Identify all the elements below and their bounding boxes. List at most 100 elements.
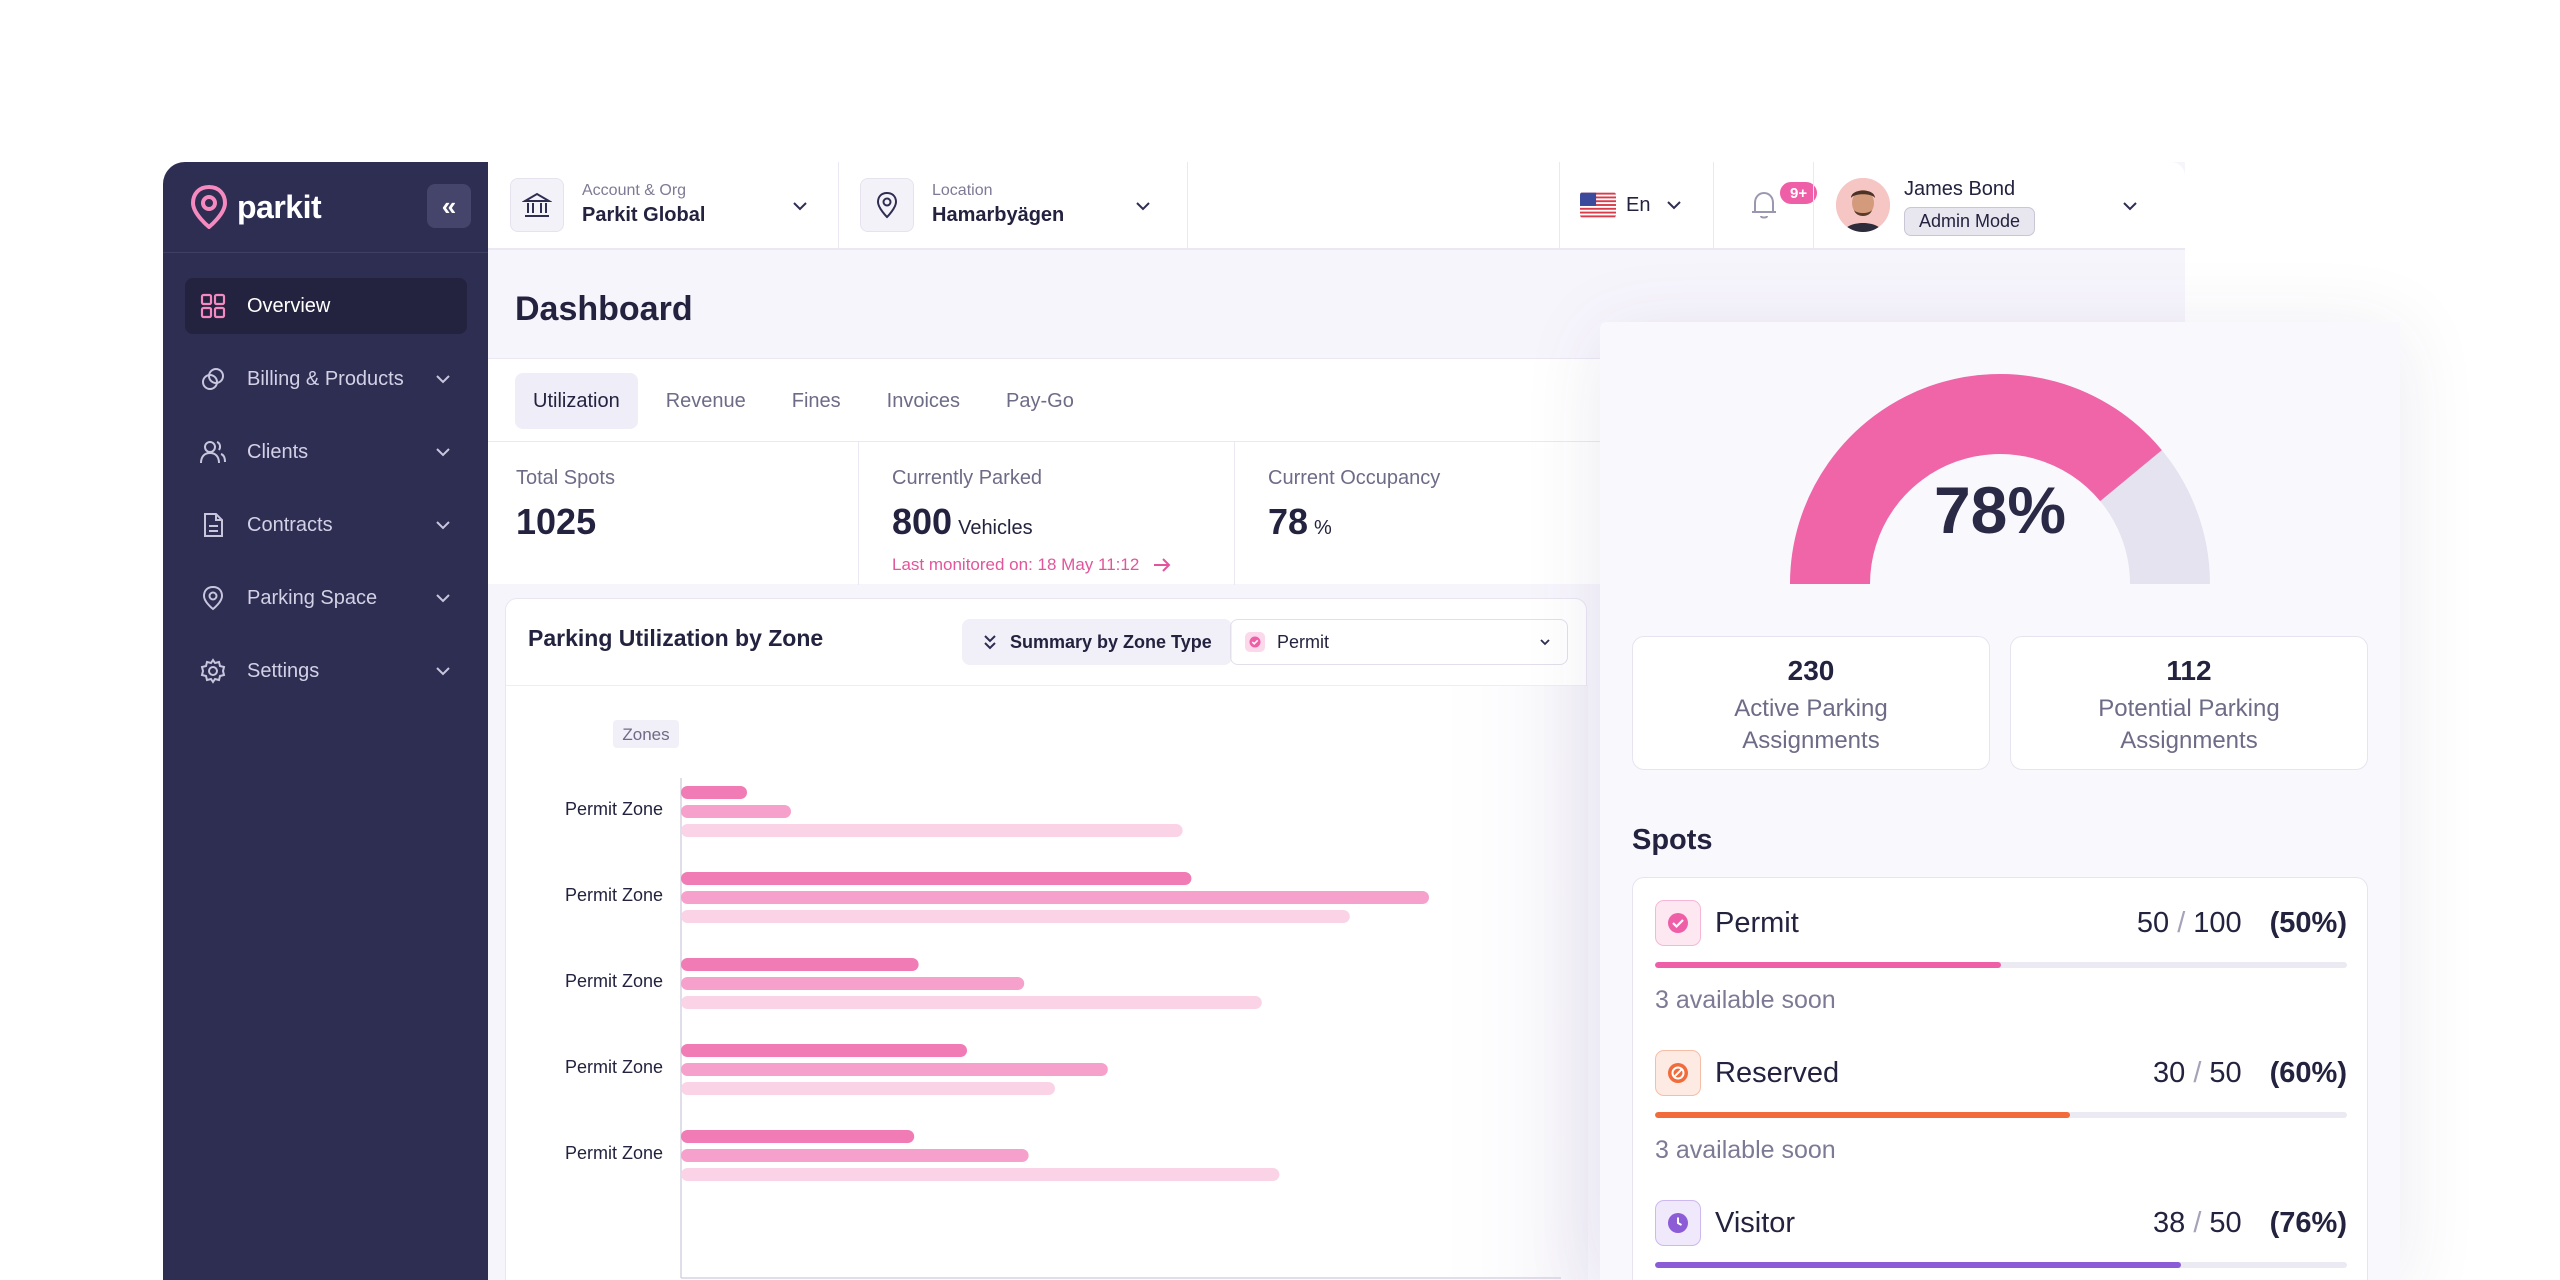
coins-icon <box>199 365 227 393</box>
zone-type-value: Permit <box>1277 631 1330 652</box>
bar[interactable] <box>681 1044 967 1057</box>
stats-card: Utilization Revenue Fines Invoices Pay-G… <box>488 358 1608 585</box>
bar[interactable] <box>681 1063 1108 1076</box>
last-monitored-link[interactable]: Last monitored on: 18 May 11:12 <box>892 555 1171 575</box>
assignment-label: Potential Parking Assignments <box>2098 695 2280 754</box>
brand-name: parkit <box>237 188 322 225</box>
occupancy-overview-panel: 78% 230 Active Parking Assignments 112 P… <box>1600 322 2400 1280</box>
bar[interactable] <box>681 996 1262 1009</box>
notifications-button[interactable] <box>1738 162 1790 248</box>
chevron-down-icon[interactable] <box>2120 196 2140 216</box>
us-flag-icon <box>1580 192 1616 218</box>
spots-title: Spots <box>1632 824 1713 856</box>
bar[interactable] <box>681 891 1429 904</box>
user-menu[interactable]: James Bond Admin Mode <box>1836 162 2036 248</box>
bar[interactable] <box>681 910 1350 923</box>
bar[interactable] <box>681 1130 915 1143</box>
language-selector[interactable]: En <box>1580 162 1684 248</box>
spot-row-permit: Permit 50/100 (50%) 3 available soon <box>1655 898 2347 1015</box>
bank-icon <box>510 178 564 232</box>
tab-invoices[interactable]: Invoices <box>886 389 961 412</box>
category-tick-label: Permit Zone <box>565 799 663 819</box>
potential-parking-assignments-card: 112 Potential Parking Assignments <box>2010 636 2368 770</box>
tab-utilization[interactable]: Utilization <box>515 373 638 429</box>
location-label: Location <box>932 182 993 199</box>
utilization-chart-card: Parking Utilization by Zone Summary by Z… <box>505 598 1588 1280</box>
sidebar-nav: Overview Billing & Products Clients <box>185 278 467 716</box>
bar[interactable] <box>681 1168 1280 1181</box>
grid-icon <box>199 292 227 320</box>
spot-percent: (76%) <box>2269 1206 2347 1239</box>
gauge-fill <box>1790 374 2162 585</box>
sidebar-item-label: Parking Space <box>247 586 378 609</box>
tab-pay-go[interactable]: Pay-Go <box>1006 389 1074 412</box>
topbar-divider <box>838 162 839 248</box>
stat-label: Currently Parked <box>892 467 1043 489</box>
chevron-down-icon <box>1540 639 1550 646</box>
bar[interactable] <box>681 872 1192 885</box>
user-name: James Bond <box>1904 177 2016 200</box>
chevron-down-icon[interactable] <box>1133 196 1153 216</box>
sidebar-item-billing[interactable]: Billing & Products <box>185 351 467 407</box>
stat-total-spots: Total Spots 1025 <box>488 441 858 585</box>
collapse-sidebar-button[interactable]: « <box>427 184 471 228</box>
bar[interactable] <box>681 958 919 971</box>
y-axis-label-background <box>613 720 679 748</box>
account-org-label: Account & Org <box>582 182 687 199</box>
account-org-value: Parkit Global <box>582 204 706 226</box>
bar[interactable] <box>681 977 1025 990</box>
spot-progress-fill <box>1655 962 2001 968</box>
double-chevron-left-icon: « <box>441 190 457 221</box>
stat-divider <box>1234 441 1235 585</box>
summary-by-zone-type-button[interactable]: Summary by Zone Type <box>962 619 1232 665</box>
sidebar-divider <box>163 252 488 253</box>
user-avatar <box>1836 178 1890 232</box>
location-value: Hamarbyägen <box>932 204 1065 226</box>
clock-icon <box>1655 1200 1701 1246</box>
bar[interactable] <box>681 1082 1055 1095</box>
sidebar: parkit « Overview Billing & Products <box>163 162 488 1280</box>
arrow-right-icon <box>1154 558 1171 572</box>
sidebar-item-label: Billing & Products <box>247 367 404 390</box>
chevron-down-icon <box>433 661 453 681</box>
tab-revenue[interactable]: Revenue <box>665 389 746 412</box>
location-selector[interactable]: Location Hamarbyägen <box>860 162 1160 248</box>
spot-row-reserved: Reserved 30/50 (60%) 3 available soon <box>1655 1048 2347 1165</box>
summary-button-label: Summary by Zone Type <box>1010 631 1212 652</box>
bar[interactable] <box>681 824 1183 837</box>
tabs-divider <box>488 441 1608 442</box>
account-org-selector[interactable]: Account & Org Parkit Global <box>510 162 810 248</box>
spot-percent: (60%) <box>2269 1056 2347 1089</box>
stat-value: 800 Vehicles <box>892 501 1033 542</box>
sidebar-item-label: Clients <box>247 440 309 463</box>
gauge-percent-text: 78% <box>1933 473 2067 547</box>
spot-count: 30/50 <box>2153 1056 2242 1089</box>
bar[interactable] <box>681 1149 1029 1162</box>
spot-count: 38/50 <box>2153 1206 2242 1239</box>
assignment-count: 230 <box>1787 655 1835 686</box>
chevron-down-icon[interactable] <box>790 196 810 216</box>
bar[interactable] <box>681 805 791 818</box>
sidebar-item-label: Overview <box>247 294 331 317</box>
chart-background <box>506 686 1588 1280</box>
brand-logo[interactable]: parkit <box>191 182 322 232</box>
sidebar-item-parking-space[interactable]: Parking Space <box>185 570 467 626</box>
stat-value: 1025 <box>516 501 597 542</box>
sidebar-item-settings[interactable]: Settings <box>185 643 467 699</box>
bell-icon <box>1752 191 1776 219</box>
parkit-pin-icon <box>191 185 227 229</box>
sidebar-item-overview[interactable]: Overview <box>185 278 467 334</box>
sidebar-item-contracts[interactable]: Contracts <box>185 497 467 553</box>
y-axis-label: Zones <box>622 725 669 744</box>
spot-note: 3 available soon <box>1655 986 1836 1014</box>
stat-unit: Vehicles <box>958 517 1033 539</box>
bar[interactable] <box>681 786 747 799</box>
zone-type-select[interactable]: Permit <box>1230 619 1568 665</box>
assignment-count: 112 <box>2166 655 2212 686</box>
tab-fines[interactable]: Fines <box>791 389 841 412</box>
spot-progress-fill <box>1655 1262 2181 1268</box>
sidebar-item-clients[interactable]: Clients <box>185 424 467 480</box>
topbar-divider <box>1187 162 1188 248</box>
chevron-down-icon <box>433 369 453 389</box>
